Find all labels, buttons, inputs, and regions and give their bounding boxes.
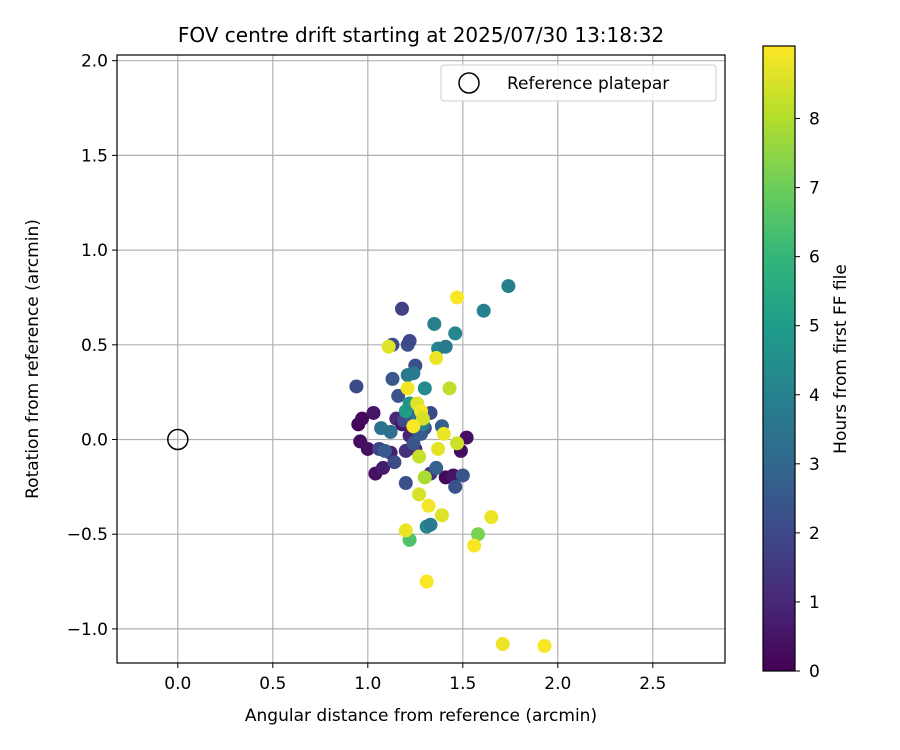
scatter-point — [366, 405, 381, 420]
y-tick-label: 0.0 — [81, 430, 108, 450]
scatter-point — [434, 508, 449, 523]
legend-box — [440, 64, 717, 102]
scatter-point — [423, 517, 438, 532]
x-tick-label: 1.5 — [449, 674, 476, 694]
scatter-point — [436, 426, 451, 441]
y-tick-label: 0.5 — [81, 336, 108, 356]
scatter-point — [455, 468, 470, 483]
y-axis-ticks: −1.0 −0.5 0.0 0.5 1.0 1.5 2.0 — [67, 52, 117, 640]
legend: Reference platepar — [440, 64, 717, 102]
scatter-point — [391, 388, 406, 403]
y-tick-label: 1.5 — [81, 146, 108, 166]
reference-platepar-marker — [167, 428, 189, 451]
grid-lines — [117, 55, 725, 663]
scatter-point — [360, 441, 375, 456]
colorbar-tick-label: 5 — [809, 317, 820, 337]
x-tick-label: 0.5 — [259, 674, 286, 694]
scatter-point — [415, 411, 430, 426]
scatter-point — [383, 424, 398, 439]
legend-label-reference-platepar: Reference platepar — [507, 74, 669, 94]
scatter-point — [471, 527, 485, 542]
scatter-point — [450, 436, 465, 451]
scatter-point — [537, 638, 552, 653]
x-tick-label: 0.0 — [164, 674, 191, 694]
colorbar-tick-label: 7 — [809, 179, 820, 199]
scatter-point — [484, 510, 499, 525]
colorbar-tick-label: 1 — [809, 593, 820, 613]
scatter-point — [438, 339, 453, 354]
scatter-point — [406, 436, 421, 451]
scatter-point — [495, 637, 510, 652]
scatter-point — [419, 574, 434, 589]
scatter-point — [377, 443, 392, 458]
scatter-point — [450, 290, 465, 305]
data-points — [349, 279, 552, 653]
x-axis-label: Angular distance from reference (arcmin) — [245, 706, 597, 726]
scatter-point — [355, 411, 370, 426]
x-tick-label: 2.5 — [639, 674, 666, 694]
colorbar-gradient — [762, 45, 796, 672]
colorbar-ticks: 0 1 2 3 4 5 6 7 8 — [795, 110, 820, 682]
scatter-point — [429, 351, 444, 366]
scatter-point — [412, 449, 427, 464]
scatter-point — [431, 441, 446, 456]
scatter-point — [376, 460, 390, 475]
scatter-point — [421, 498, 436, 513]
scatter-point — [476, 303, 491, 318]
scatter-point — [406, 419, 421, 434]
colorbar-tick-label: 3 — [809, 455, 820, 475]
colorbar-tick-label: 2 — [809, 524, 820, 544]
colorbar: 0 1 2 3 4 5 6 7 8 Hours from first FF file — [762, 45, 851, 682]
scatter-point — [387, 455, 402, 470]
scatter-point — [400, 381, 415, 396]
chart-title: FOV centre drift starting at 2025/07/30 … — [178, 23, 664, 47]
scatter-point — [381, 339, 396, 354]
scatter-point — [501, 279, 516, 294]
scatter-point — [349, 379, 364, 394]
legend-reference-marker — [458, 72, 480, 94]
colorbar-tick-label: 6 — [809, 248, 820, 268]
y-tick-label: 2.0 — [81, 52, 108, 72]
colorbar-tick-label: 4 — [809, 386, 820, 406]
scatter-point — [395, 301, 409, 316]
x-tick-label: 2.0 — [544, 674, 571, 694]
plot-frame — [116, 54, 726, 664]
scatter-point — [448, 479, 463, 494]
scatter-point — [448, 326, 463, 341]
y-tick-label: −0.5 — [67, 525, 108, 545]
scatter-point — [385, 371, 400, 386]
reference-marker-layer — [167, 428, 189, 451]
scatter-point — [427, 316, 442, 331]
x-tick-label: 1.0 — [354, 674, 381, 694]
y-tick-label: −1.0 — [67, 620, 108, 640]
scatter-point — [417, 381, 432, 396]
scatter-point — [398, 523, 413, 538]
y-axis-label: Rotation from reference (arcmin) — [23, 219, 43, 499]
colorbar-tick-label: 8 — [809, 110, 820, 130]
scatter-point — [402, 334, 417, 349]
scatter-point — [467, 538, 482, 553]
scatter-point — [442, 381, 457, 396]
scatter-point — [417, 470, 432, 485]
y-tick-label: 1.0 — [81, 241, 108, 261]
scatter-point — [398, 476, 413, 491]
colorbar-label: Hours from first FF file — [831, 264, 851, 454]
scatter-point — [406, 366, 421, 381]
colorbar-tick-label: 0 — [809, 662, 820, 682]
scatter-point — [429, 460, 444, 475]
scatter-point — [412, 487, 427, 502]
x-axis-ticks: 0.0 0.5 1.0 1.5 2.0 2.5 — [164, 663, 666, 694]
